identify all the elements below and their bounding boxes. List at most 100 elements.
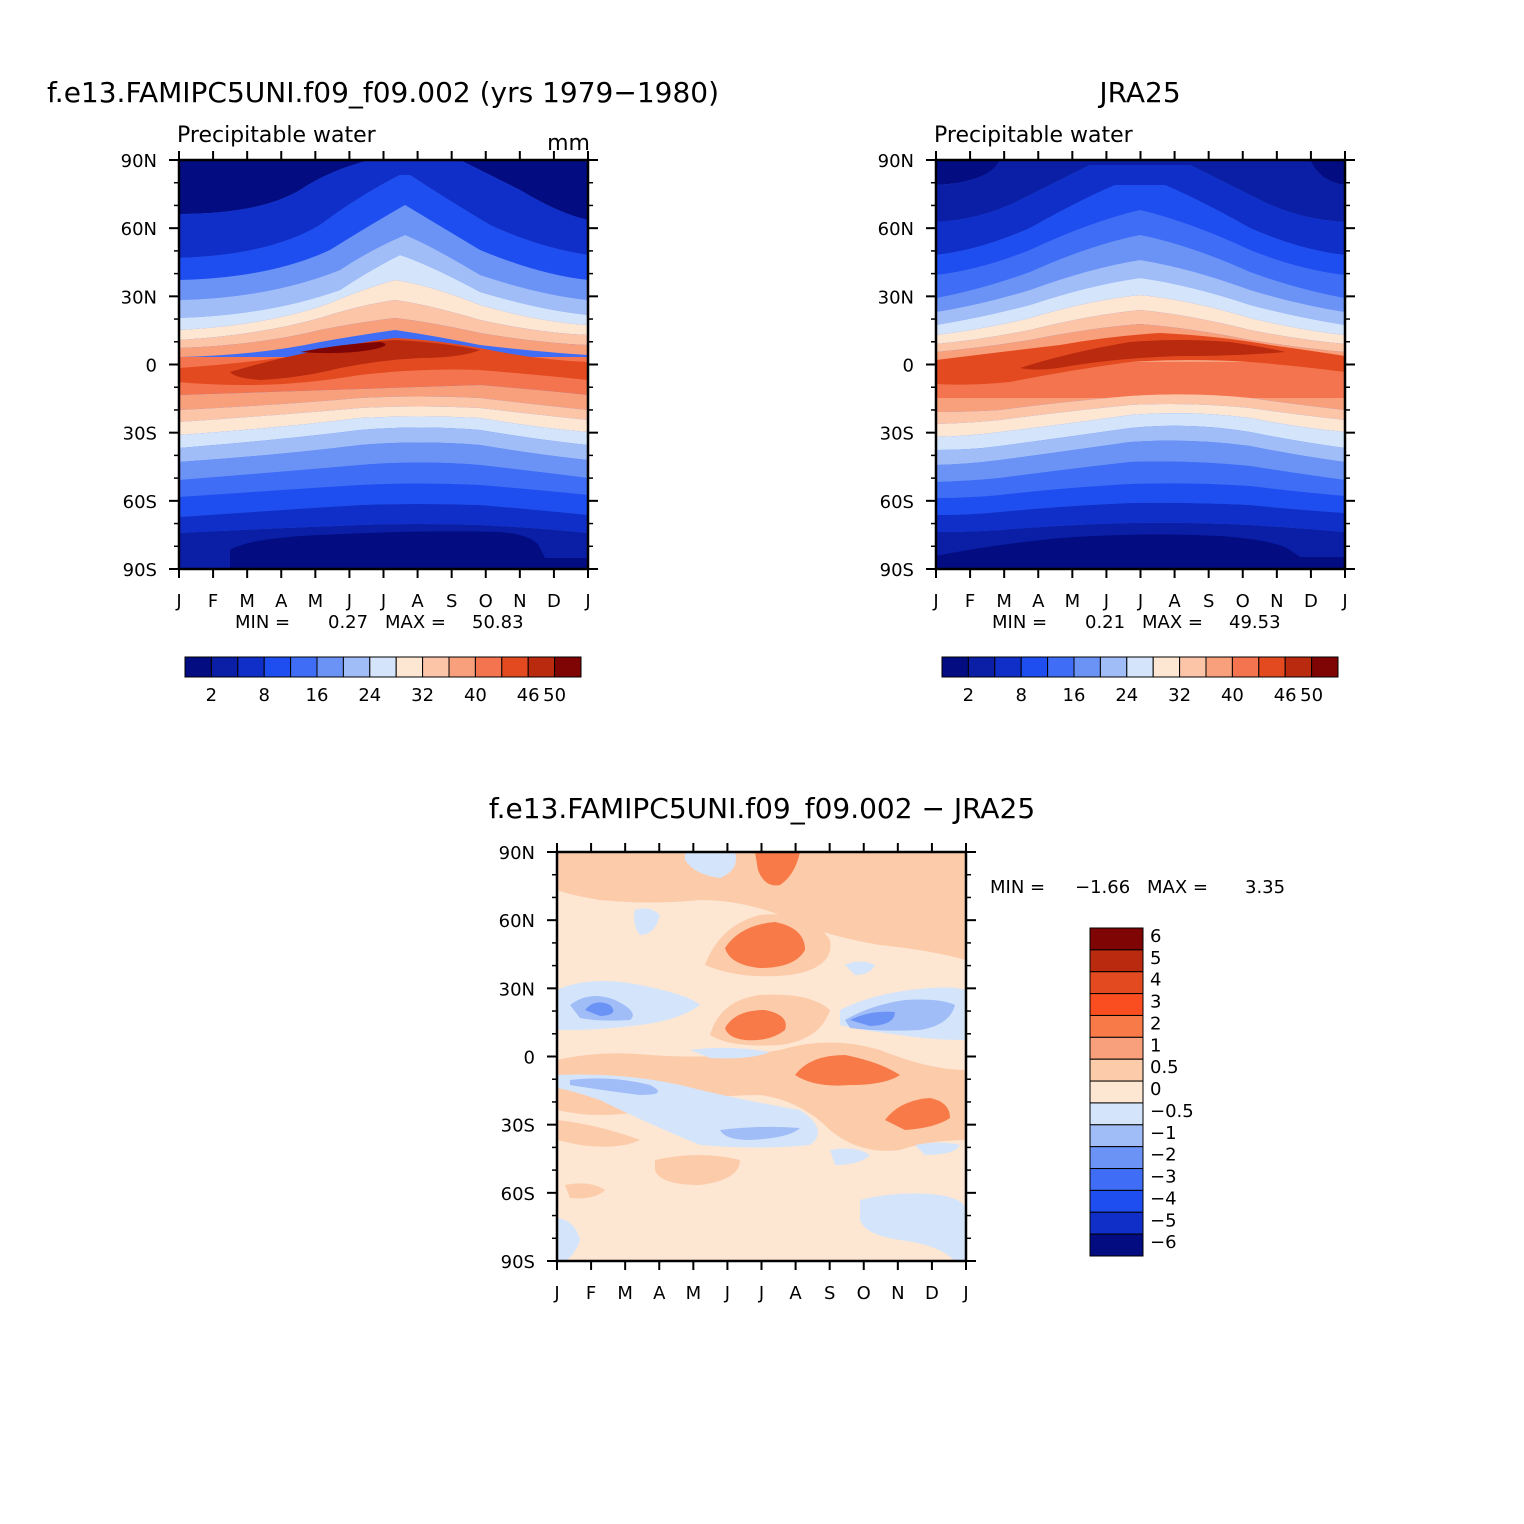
x-tick-label: N — [1270, 591, 1283, 612]
contour-band — [230, 531, 588, 569]
colorbar-cell — [501, 656, 529, 678]
y-tick-label: 90S — [880, 560, 914, 581]
contour-band — [936, 160, 1345, 222]
contour-band — [936, 278, 1345, 335]
obs-stats-max-label: MAX = — [1142, 612, 1203, 633]
colorbar-layer: 2 8 16 24 32 40 46 50 2 8 16 24 32 40 46 506543210.50−0… — [184, 656, 1339, 1257]
colorbar-cell — [1152, 656, 1181, 678]
colorbar-cell — [1231, 656, 1260, 678]
contour-band — [179, 385, 588, 410]
colorbar-label: 6 — [1150, 926, 1161, 947]
contour-band — [725, 922, 805, 968]
contour-band — [936, 483, 1345, 515]
contour-band — [936, 295, 1345, 344]
x-tick-label: J — [1103, 591, 1109, 612]
x-tick-label: N — [513, 591, 526, 612]
colorbar-cell — [1126, 656, 1154, 678]
x-tick-label: M — [308, 591, 324, 612]
contour-band — [936, 394, 1345, 424]
colorbar-cell — [369, 656, 397, 678]
colorbar-obs: 2 8 16 24 32 40 46 50 — [941, 656, 1339, 706]
x-tick-label: S — [824, 1283, 835, 1304]
contour-band — [725, 1010, 786, 1041]
x-tick-label: S — [446, 591, 457, 612]
x-tick-label: J — [584, 591, 590, 612]
diff-stats-max-label: MAX = — [1147, 877, 1208, 898]
colorbar-cell — [263, 656, 292, 678]
contour-band — [936, 413, 1345, 450]
contour-band — [845, 961, 875, 975]
contour-band — [936, 185, 1345, 275]
x-tick-label: J — [758, 1283, 764, 1304]
contour-field — [936, 160, 1345, 569]
contour-band — [685, 852, 736, 878]
contour-band — [936, 165, 1345, 255]
panel-title: f.e13.FAMIPC5UNI.f09_f09.002 (yrs 1979−1… — [47, 76, 719, 109]
colorbar-cell — [1089, 1168, 1144, 1191]
colorbar-cell — [1258, 656, 1286, 678]
x-tick-label: D — [547, 591, 561, 612]
x-tick-label: M — [996, 591, 1012, 612]
contour-band — [936, 534, 1345, 569]
y-tick-label: 30S — [880, 424, 914, 445]
x-tick-label: A — [789, 1283, 802, 1304]
contour-band — [936, 425, 1345, 465]
contour-band — [690, 1047, 770, 1059]
y-tick-label: 30N — [499, 979, 535, 1000]
x-tick-label: J — [962, 1283, 968, 1304]
obs-stats-min-label: MIN = — [992, 612, 1047, 633]
colorbar-model: 2 8 16 24 32 40 46 50 — [184, 656, 582, 706]
x-tick-label: D — [1304, 591, 1318, 612]
contour-band — [585, 1002, 614, 1016]
y-tick-label: 90S — [501, 1252, 535, 1273]
colorbar-label: 2 — [963, 685, 974, 706]
y-tick-label: 60S — [880, 492, 914, 513]
colorbar-label: 2 — [206, 685, 217, 706]
x-tick-label: M — [686, 1283, 702, 1304]
panel-model: f.e13.FAMIPC5UNI.f09_f09.002 (yrs 1979−1… — [47, 76, 719, 569]
colorbar-cell — [1089, 1124, 1144, 1148]
y-tick-label: 60N — [499, 911, 535, 932]
diff-stats-min-value: −1.66 — [1075, 877, 1130, 898]
y-tick-label: 0 — [146, 356, 157, 377]
contour-band — [565, 1183, 605, 1199]
x-tick-label: D — [925, 1283, 939, 1304]
contour-band — [795, 1055, 900, 1086]
x-tick-label: O — [857, 1283, 871, 1304]
colorbar-label: 40 — [1221, 685, 1244, 706]
model-stats-max-label: MAX = — [385, 612, 446, 633]
x-tick-label: J — [724, 1283, 730, 1304]
y-tick-label: 60S — [123, 492, 157, 513]
colorbar-cell — [316, 656, 344, 678]
colorbar-cell — [184, 656, 212, 678]
colorbar-cell — [554, 656, 582, 678]
model-stats-max-value: 50.83 — [472, 612, 524, 633]
colorbar-label: 16 — [306, 685, 329, 706]
y-tick-label: 60S — [501, 1184, 535, 1205]
y-tick-label: 60N — [878, 219, 914, 240]
y-tick-label: 90S — [123, 560, 157, 581]
contour-band — [179, 318, 588, 357]
colorbar-cell — [1205, 656, 1233, 678]
colorbar-cell — [210, 656, 239, 678]
y-tick-label: 90N — [499, 843, 535, 864]
panel-title: JRA25 — [1097, 76, 1180, 109]
x-tick-label: M — [617, 1283, 633, 1304]
colorbar-cell — [1020, 656, 1049, 678]
y-tick-label: 0 — [903, 356, 914, 377]
contour-band — [179, 300, 588, 348]
contour-band — [936, 461, 1345, 498]
colorbar-label: 24 — [1115, 685, 1138, 706]
colorbar-cell — [1089, 1211, 1144, 1235]
contour-band — [655, 1155, 740, 1185]
y-tick-label: 30N — [878, 287, 914, 308]
contour-band — [936, 394, 1345, 412]
contour-band — [936, 210, 1345, 298]
